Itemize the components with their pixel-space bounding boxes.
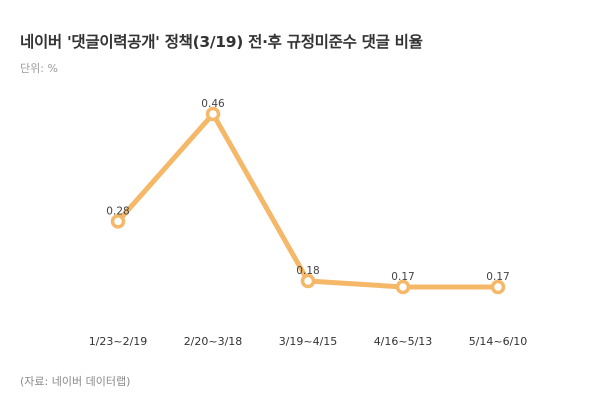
series-line	[115, 111, 501, 290]
source-note: (자료: 네이버 데이터랩)	[20, 375, 131, 388]
data-label-4: 0.17	[486, 271, 509, 283]
data-point-1	[205, 106, 221, 122]
data-point-2	[300, 273, 316, 289]
x-tick-label-4: 5/14~6/10	[469, 335, 528, 348]
data-label-3: 0.17	[391, 271, 414, 283]
x-tick-label-2: 3/19~4/15	[279, 335, 338, 348]
x-tick-label-3: 4/16~5/13	[374, 335, 433, 348]
x-tick-label-0: 1/23~2/19	[89, 335, 148, 348]
data-point-4	[490, 279, 506, 295]
x-axis-ticks: 1/23~2/19 2/20~3/18 3/19~4/15 4/16~5/13 5/14…	[89, 335, 528, 348]
data-label-0: 0.28	[106, 205, 129, 217]
chart-title: 네이버 '댓글이력공개' 정책(3/19) 전·후 규정미준수 댓글 비율	[20, 33, 423, 51]
data-label-2: 0.18	[296, 265, 319, 277]
data-point-0	[110, 214, 126, 229]
data-label-layer: 0.28 0.46 0.18 0.17 0.17	[106, 98, 509, 283]
x-tick-label-1: 2/20~3/18	[184, 335, 243, 348]
unit-label: 단위: %	[20, 62, 58, 75]
data-point-3	[395, 279, 411, 295]
data-label-1: 0.46	[201, 98, 225, 110]
series-layer	[110, 106, 506, 295]
